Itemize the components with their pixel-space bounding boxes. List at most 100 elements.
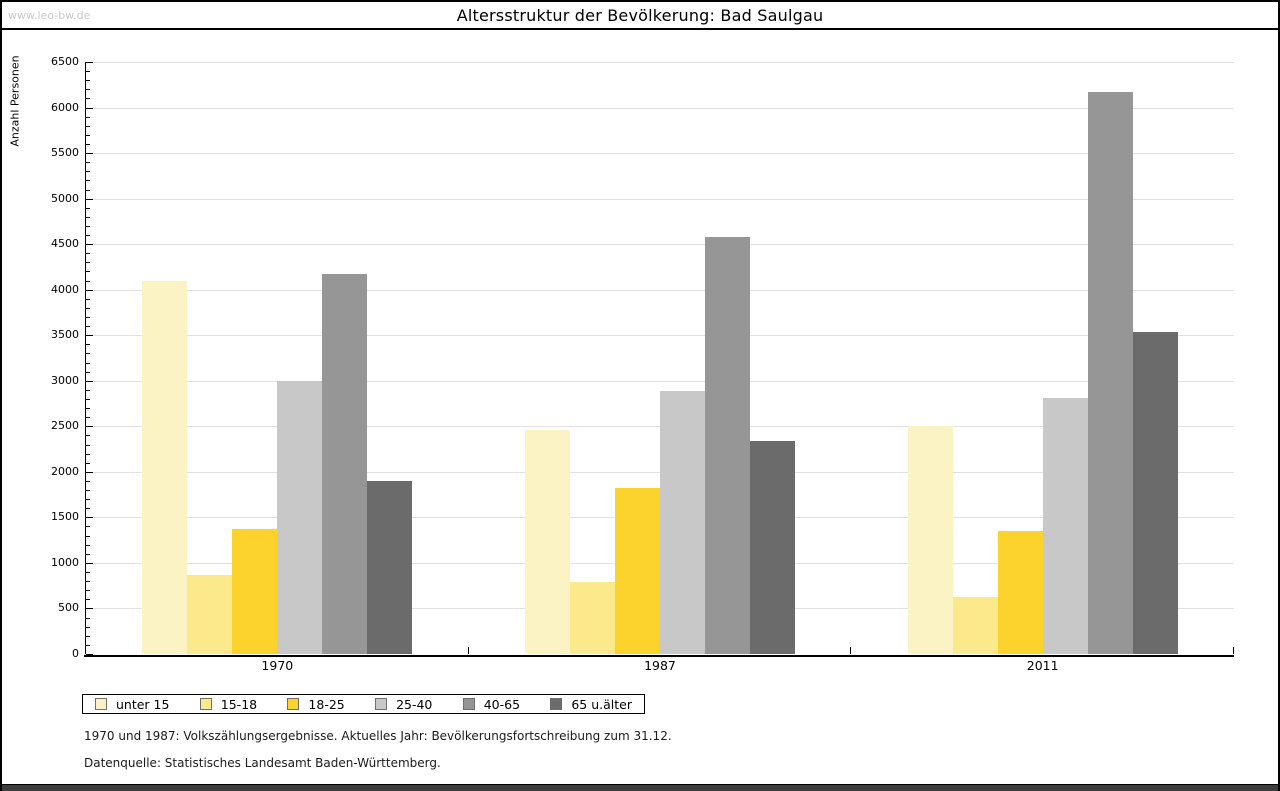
y-minor-tick [86, 116, 90, 118]
y-minor-tick [86, 553, 90, 555]
y-minor-tick [86, 362, 90, 364]
y-minor-tick [86, 617, 90, 619]
y-minor-tick [86, 544, 90, 546]
y-tick-label-3000: 3000 [51, 373, 79, 387]
x-boundary-tick [1233, 647, 1234, 654]
y-axis-line [85, 62, 86, 654]
y-minor-tick [86, 180, 90, 182]
legend-label: 15-18 [220, 696, 258, 712]
y-major-tick [86, 426, 93, 428]
y-minor-tick [86, 216, 90, 218]
y-minor-tick [86, 171, 90, 173]
y-minor-tick [86, 225, 90, 227]
y-major-tick [86, 62, 93, 63]
bar-1970-15-18 [187, 574, 233, 654]
y-minor-tick [86, 298, 90, 300]
y-minor-tick [86, 581, 90, 583]
legend-label: 40-65 [483, 696, 521, 712]
bar-1970-25-40 [277, 380, 323, 654]
y-minor-tick [86, 353, 90, 355]
gridline-4500 [86, 244, 1234, 246]
legend-swatch-icon [550, 698, 563, 710]
y-minor-tick [86, 435, 90, 437]
y-major-tick [86, 654, 93, 655]
y-tick-label-5000: 5000 [51, 191, 79, 205]
y-tick-label-6000: 6000 [51, 100, 79, 114]
y-tick-label-4000: 4000 [51, 282, 79, 296]
y-minor-tick [86, 317, 90, 318]
bar-2011-25-40 [1042, 397, 1088, 654]
x-boundary-tick [850, 647, 852, 654]
y-minor-tick [86, 326, 90, 328]
bottom-scrollbar [2, 784, 1278, 791]
gridline-4000 [86, 289, 1234, 291]
bar-1987-65-u-lter [750, 440, 795, 654]
watermark: www.leo-bw.de [8, 9, 91, 22]
legend-swatch-icon [462, 698, 475, 710]
y-minor-tick [86, 71, 90, 73]
y-major-tick [86, 380, 93, 382]
legend-swatch-icon [287, 698, 300, 710]
bar-2011-40-65 [1087, 92, 1133, 654]
bar-2011-unter-15 [907, 426, 953, 654]
legend-item-65-u-lter: 65 u.älter [550, 697, 632, 712]
y-minor-tick [86, 453, 90, 455]
y-minor-tick [86, 189, 90, 191]
y-minor-tick [86, 480, 90, 482]
gridline-5000 [86, 198, 1234, 200]
x-axis-line [84, 655, 1234, 657]
y-minor-tick [86, 417, 90, 419]
legend-item-25-40: 25-40 [375, 697, 432, 712]
legend-swatch-icon [95, 698, 107, 710]
bar-1970-40-65 [322, 274, 368, 654]
y-minor-tick [86, 125, 90, 127]
bar-1970-65-u-lter [367, 480, 413, 654]
y-major-tick [86, 153, 93, 155]
footnote-source: Datenquelle: Statistisches Landesamt Bad… [84, 756, 441, 770]
y-axis-title: Anzahl Personen [8, 55, 22, 147]
y-minor-tick [86, 462, 90, 464]
y-minor-tick [86, 280, 90, 282]
y-minor-tick [86, 599, 90, 601]
bar-1987-18-25 [615, 487, 660, 654]
y-tick-label-0: 0 [72, 647, 79, 660]
y-minor-tick [86, 535, 90, 537]
y-major-tick [86, 107, 93, 109]
gridline-6000 [86, 107, 1234, 109]
x-axis-label-1987: 1987 [644, 658, 676, 673]
y-minor-tick [86, 444, 90, 446]
y-minor-tick [86, 526, 90, 528]
y-major-tick [86, 562, 93, 564]
legend-label: 18-25 [308, 696, 345, 712]
y-minor-tick [86, 499, 90, 501]
y-minor-tick [86, 635, 90, 637]
y-tick-label-2000: 2000 [51, 464, 79, 478]
plot-area: 0 500 1000 1500 2000 2500 3000 3500 4000 4500 5000… [51, 55, 1234, 673]
y-tick-label-500: 500 [58, 601, 79, 615]
y-minor-tick [86, 490, 90, 492]
y-minor-tick [86, 572, 90, 574]
y-minor-tick [86, 235, 90, 237]
y-tick-label-1000: 1000 [51, 555, 79, 569]
y-minor-tick [86, 98, 90, 100]
y-tick-label-5500: 5500 [51, 146, 79, 160]
y-major-tick [86, 244, 93, 246]
bar-1970-18-25 [232, 528, 278, 654]
footnote-census: 1970 und 1987: Volkszählungsergebnisse. … [84, 729, 672, 743]
title-bar: www.leo-bw.de Altersstruktur der Bevölke… [2, 2, 1278, 30]
bar-1987-25-40 [660, 390, 705, 654]
y-tick-label-2500: 2500 [51, 419, 79, 433]
y-major-tick [86, 471, 93, 473]
legend-swatch-icon [199, 698, 212, 710]
y-minor-tick [86, 262, 90, 264]
bar-2011-65-u-lter [1132, 331, 1178, 654]
y-minor-tick [86, 371, 90, 373]
legend-label: 25-40 [396, 696, 433, 712]
y-minor-tick [86, 134, 90, 136]
y-minor-tick [86, 508, 90, 510]
legend-item-15-18: 15-18 [199, 696, 258, 712]
y-minor-tick [86, 143, 90, 145]
y-major-tick [86, 289, 93, 291]
legend-item-18-25: 18-25 [287, 696, 345, 712]
y-major-tick [86, 517, 93, 519]
